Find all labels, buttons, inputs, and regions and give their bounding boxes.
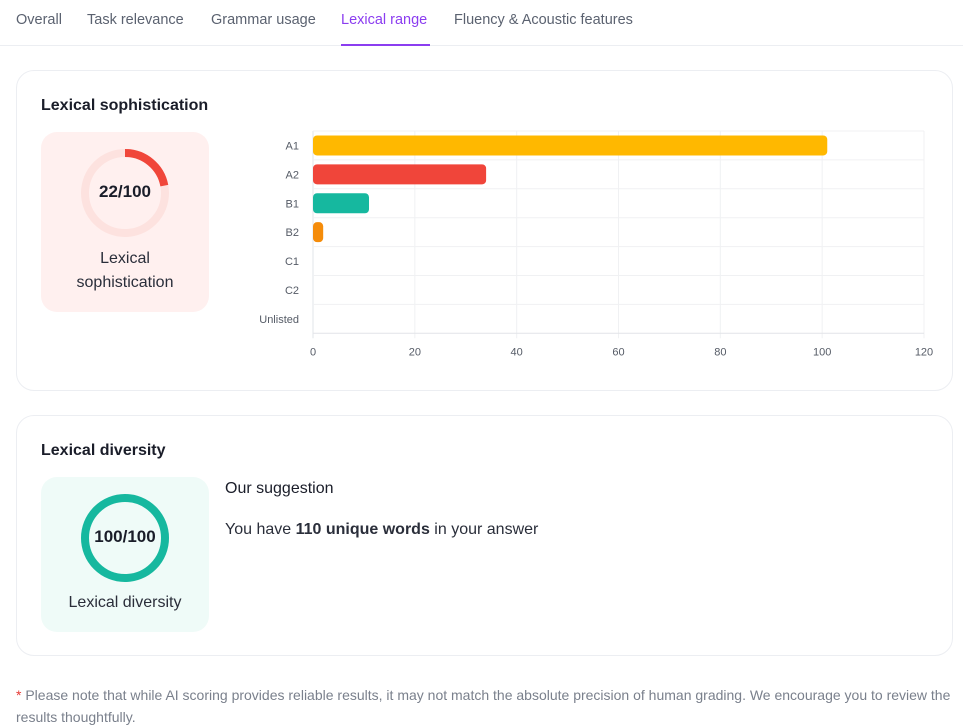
tab-overall[interactable]: Overall: [16, 12, 62, 28]
y-tick-label: B2: [286, 227, 299, 239]
x-tick-label: 0: [310, 346, 316, 358]
y-tick-label: C2: [285, 285, 299, 297]
disclaimer-note: * Please note that while AI scoring prov…: [16, 684, 951, 728]
suggestion-title: Our suggestion: [225, 480, 334, 497]
note-text: Please note that while AI scoring provid…: [16, 687, 951, 725]
y-tick-label: B1: [286, 198, 299, 210]
sophistication-score: 22/100 Lexical sophistication: [41, 132, 209, 312]
bar-b2: [313, 222, 324, 243]
x-tick-label: 80: [714, 346, 726, 358]
x-tick-label: 20: [409, 346, 421, 358]
score-ring: [81, 494, 169, 582]
section-title: Lexical diversity: [41, 442, 166, 459]
tab-fluency[interactable]: Fluency & Acoustic features: [454, 12, 633, 28]
x-tick-label: 100: [813, 346, 831, 358]
score-label: Lexical sophistication: [76, 250, 174, 291]
y-tick-label: C1: [285, 256, 299, 268]
section-title: Lexical sophistication: [41, 97, 209, 114]
score-value: 22/100: [99, 182, 151, 201]
score-value: 100/100: [94, 527, 156, 546]
tab-bar: Overall Task relevance Grammar usage Lex…: [0, 0, 963, 46]
lexical-diversity-card: Lexical diversity 100/100 Lexical divers…: [16, 415, 953, 656]
x-tick-label: 60: [612, 346, 624, 358]
bar-b1: [313, 193, 370, 214]
x-tick-label: 40: [511, 346, 523, 358]
y-tick-label: A1: [286, 140, 299, 152]
score-label: Lexical diversity: [68, 594, 182, 611]
score-ring: [81, 149, 169, 237]
tab-grammar-usage[interactable]: Grammar usage: [211, 12, 316, 28]
lexical-sophistication-card: Lexical sophistication 22/100 Lexical so…: [16, 70, 953, 391]
text: You have: [225, 521, 296, 538]
x-tick-label: 120: [915, 346, 933, 358]
suggestion-text: You have 110 unique words in your answer: [225, 521, 538, 539]
tab-lexical-range[interactable]: Lexical range: [341, 12, 430, 46]
unique-words-count: 110 unique words: [295, 521, 430, 538]
y-tick-label: Unlisted: [259, 314, 299, 326]
tab-task-relevance[interactable]: Task relevance: [87, 12, 184, 28]
bar-a1: [313, 135, 828, 156]
bar-a2: [313, 164, 487, 185]
text: in your answer: [429, 521, 539, 538]
asterisk: *: [16, 687, 22, 703]
y-tick-label: A2: [286, 169, 299, 181]
cefr-bar-chart: 0 20 40 60 80 100 120 A1 A2 B1 B2 C1 C2 Unlisted: [259, 130, 933, 358]
diversity-score: 100/100 Lexical diversity: [41, 477, 209, 632]
